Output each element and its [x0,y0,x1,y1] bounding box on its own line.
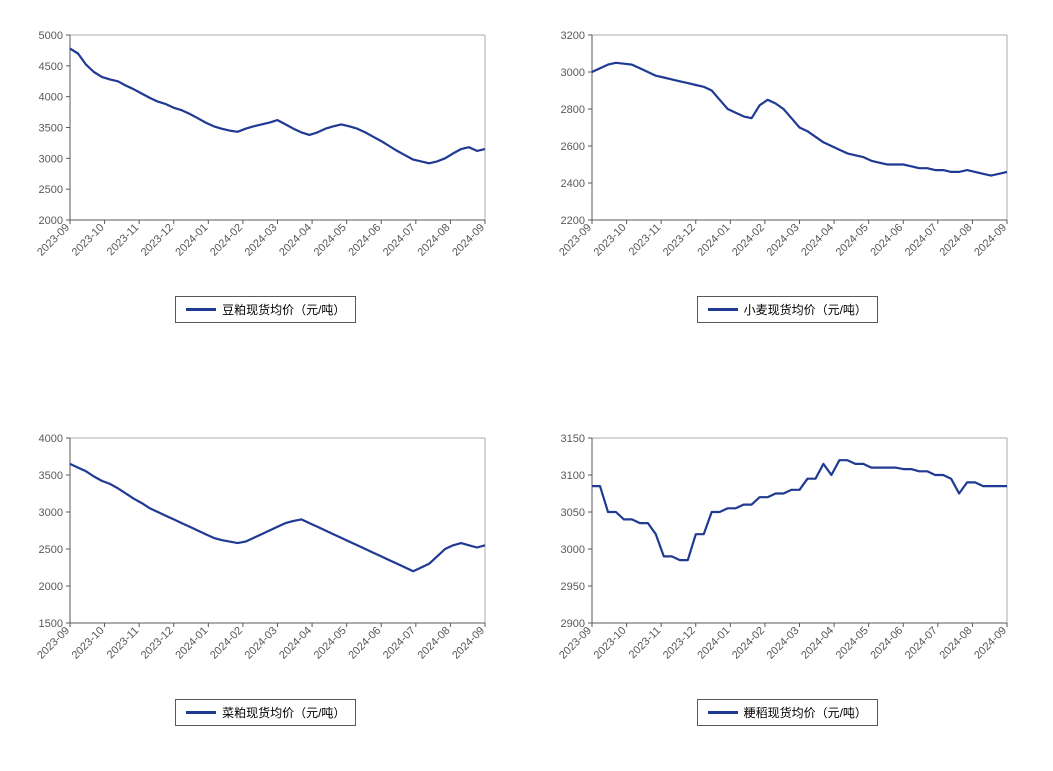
svg-text:2024-07: 2024-07 [381,222,418,259]
svg-text:2600: 2600 [560,141,584,153]
svg-text:2023-10: 2023-10 [70,625,107,662]
svg-text:2024-09: 2024-09 [450,222,487,259]
svg-text:3000: 3000 [560,544,584,556]
svg-text:2024-01: 2024-01 [695,222,732,259]
svg-text:2023-11: 2023-11 [626,625,662,661]
svg-text:2023-10: 2023-10 [591,625,628,662]
svg-text:2024-02: 2024-02 [730,222,767,259]
svg-text:4000: 4000 [39,433,63,445]
svg-text:2023-11: 2023-11 [105,222,141,258]
svg-text:2023-09: 2023-09 [557,625,594,662]
svg-text:3050: 3050 [560,507,584,519]
svg-text:2024-05: 2024-05 [312,222,349,259]
svg-text:2023-09: 2023-09 [35,625,72,662]
svg-text:2023-09: 2023-09 [557,222,594,259]
svg-text:2024-08: 2024-08 [416,625,453,662]
svg-text:2400: 2400 [560,178,584,190]
svg-text:2023-12: 2023-12 [660,625,697,662]
svg-text:2024-04: 2024-04 [799,625,836,662]
svg-text:2024-01: 2024-01 [173,625,210,662]
legend-soybean: 豆粕现货均价（元/吨） [175,296,356,323]
legend-line-icon [186,711,216,714]
svg-text:2024-06: 2024-06 [868,625,905,662]
svg-text:2024-04: 2024-04 [277,222,314,259]
svg-text:2800: 2800 [560,104,584,116]
chart-soybean: 20002500300035004000450050002023-092023-… [20,20,512,323]
svg-text:2023-09: 2023-09 [35,222,72,259]
svg-text:2024-03: 2024-03 [243,222,280,259]
svg-text:2500: 2500 [39,184,63,196]
legend-line-icon [186,308,216,311]
chart-rice: 2900295030003050310031502023-092023-1020… [542,423,1034,726]
svg-text:2024-04: 2024-04 [277,625,314,662]
svg-text:2024-06: 2024-06 [868,222,905,259]
svg-text:2950: 2950 [560,581,584,593]
svg-text:3000: 3000 [39,153,63,165]
svg-text:2024-09: 2024-09 [450,625,487,662]
svg-text:2024-07: 2024-07 [902,625,939,662]
svg-text:3500: 3500 [39,470,63,482]
svg-text:3000: 3000 [560,67,584,79]
svg-text:2024-02: 2024-02 [208,222,245,259]
legend-line-icon [708,308,738,311]
svg-text:2024-08: 2024-08 [937,222,974,259]
svg-text:2024-05: 2024-05 [312,625,349,662]
svg-text:2024-08: 2024-08 [416,222,453,259]
legend-rice: 粳稻现货均价（元/吨） [697,699,878,726]
svg-text:2024-01: 2024-01 [695,625,732,662]
legend-rapeseed: 菜粕现货均价（元/吨） [175,699,356,726]
legend-label: 小麦现货均价（元/吨） [744,301,867,318]
svg-text:5000: 5000 [39,30,63,42]
legend-line-icon [708,711,738,714]
svg-text:2023-11: 2023-11 [626,222,662,258]
chart-rapeseed: 1500200025003000350040002023-092023-1020… [20,423,512,726]
svg-text:2023-10: 2023-10 [70,222,107,259]
svg-text:2023-12: 2023-12 [660,222,697,259]
svg-text:3000: 3000 [39,507,63,519]
svg-text:3500: 3500 [39,123,63,135]
svg-text:2024-02: 2024-02 [730,625,767,662]
svg-text:2024-05: 2024-05 [833,625,870,662]
svg-text:3150: 3150 [560,433,584,445]
svg-text:2024-09: 2024-09 [972,625,1009,662]
svg-text:3100: 3100 [560,470,584,482]
chart-wheat: 2200240026002800300032002023-092023-1020… [542,20,1034,323]
svg-text:2023-11: 2023-11 [105,625,141,661]
svg-text:2024-06: 2024-06 [346,222,383,259]
legend-label: 菜粕现货均价（元/吨） [222,704,345,721]
svg-text:2024-03: 2024-03 [243,625,280,662]
svg-text:3200: 3200 [560,30,584,42]
legend-label: 粳稻现货均价（元/吨） [744,704,867,721]
svg-text:2024-08: 2024-08 [937,625,974,662]
legend-label: 豆粕现货均价（元/吨） [222,301,345,318]
svg-text:2024-03: 2024-03 [764,222,801,259]
svg-text:2024-02: 2024-02 [208,625,245,662]
svg-text:4000: 4000 [39,92,63,104]
svg-text:2024-06: 2024-06 [346,625,383,662]
svg-text:4500: 4500 [39,61,63,73]
svg-text:2024-03: 2024-03 [764,625,801,662]
svg-text:2000: 2000 [39,581,63,593]
svg-text:2024-09: 2024-09 [972,222,1009,259]
svg-text:2023-12: 2023-12 [139,625,176,662]
svg-text:2023-10: 2023-10 [591,222,628,259]
svg-text:2024-07: 2024-07 [902,222,939,259]
svg-text:2024-07: 2024-07 [381,625,418,662]
svg-text:2024-01: 2024-01 [173,222,210,259]
svg-text:2500: 2500 [39,544,63,556]
legend-wheat: 小麦现货均价（元/吨） [697,296,878,323]
svg-text:2023-12: 2023-12 [139,222,176,259]
svg-text:2024-04: 2024-04 [799,222,836,259]
svg-text:2024-05: 2024-05 [833,222,870,259]
